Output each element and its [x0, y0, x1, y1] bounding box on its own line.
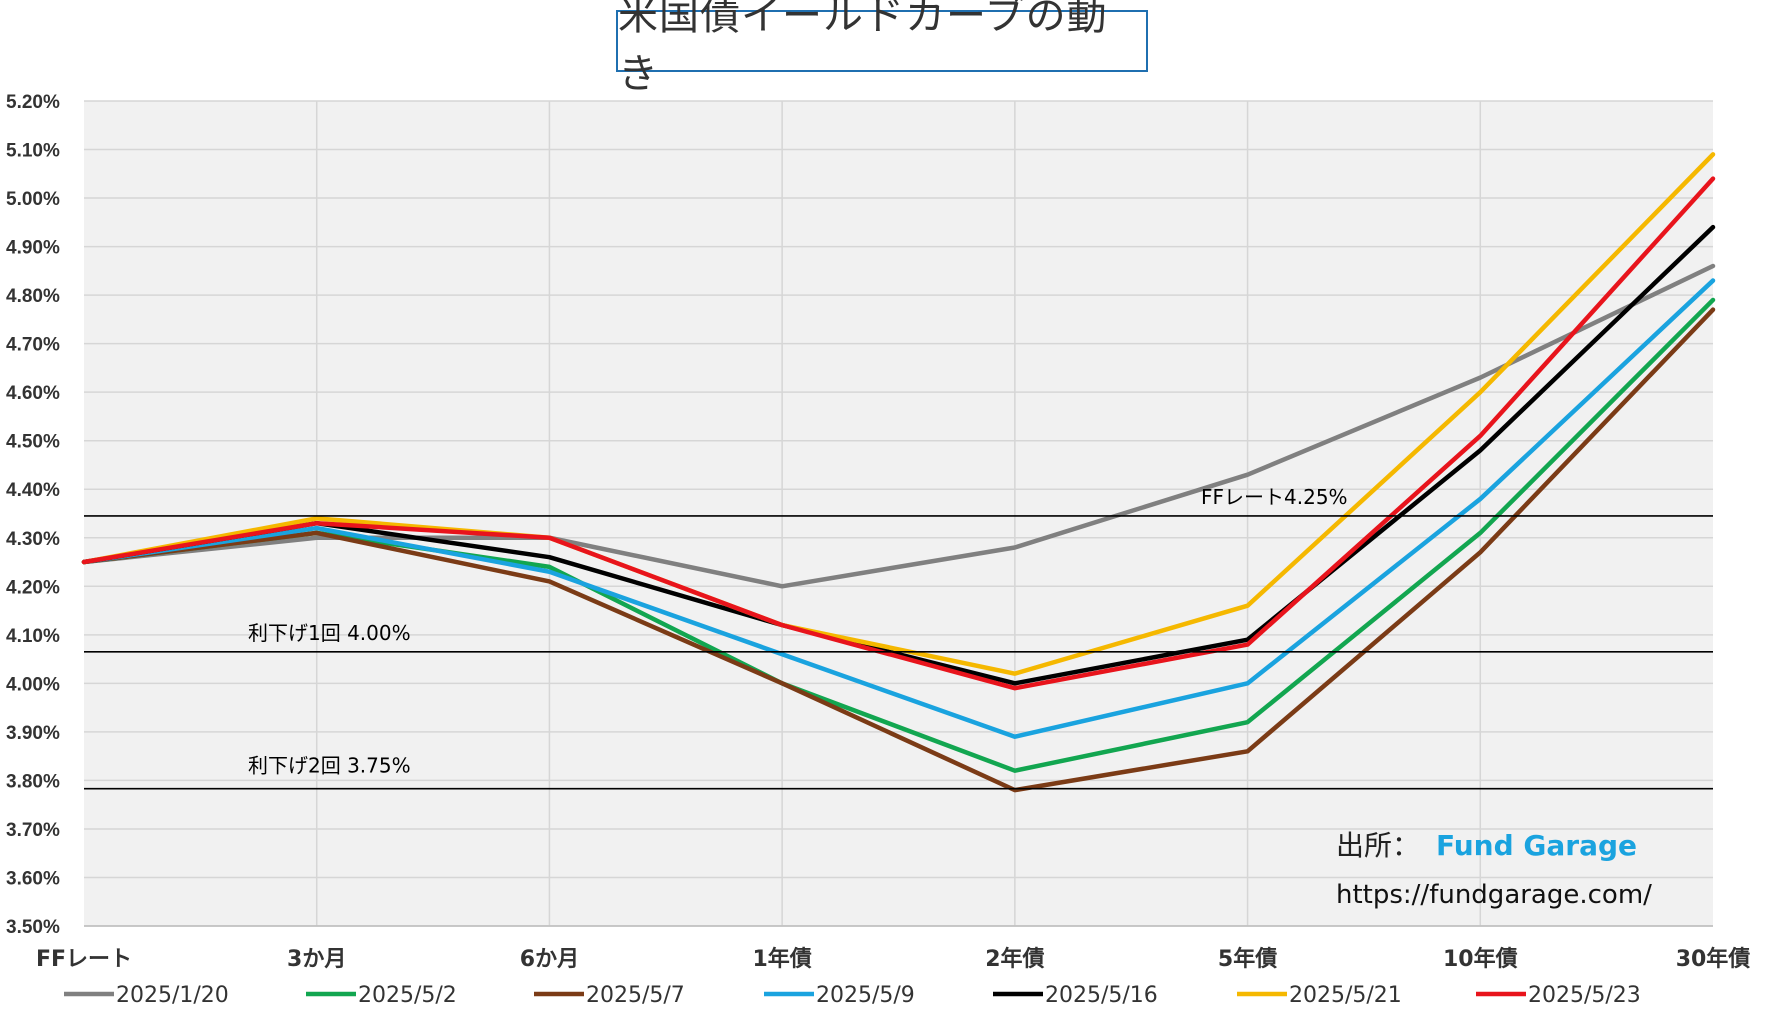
source-url: https://fundgarage.com/ — [1336, 880, 1652, 910]
series-lines — [81, 152, 1716, 793]
legend-label: 2025/5/16 — [1045, 983, 1158, 1008]
x-tick-label: FFレート — [36, 947, 132, 972]
series-line — [81, 297, 1716, 773]
reference-label: 利下げ1回 4.00% — [248, 621, 411, 645]
y-tick-label: 3.70% — [6, 820, 60, 841]
y-tick-label: 5.10% — [6, 141, 60, 162]
legend-label: 2025/5/9 — [816, 983, 915, 1008]
y-tick-label: 3.80% — [6, 771, 60, 792]
legend: 2025/1/20 2025/5/2 2025/5/7 2025/5/9 2025/5/… — [64, 983, 1641, 1008]
y-tick-label: 4.40% — [6, 480, 60, 501]
source-credit: 出所： Fund Garage https://fundgarage.com/ — [1336, 829, 1652, 910]
y-tick-label: 4.70% — [6, 335, 60, 356]
legend-label: 2025/5/7 — [586, 983, 685, 1008]
y-tick-label: 5.00% — [6, 189, 60, 210]
series-line — [81, 152, 1716, 676]
y-tick-label: 4.20% — [6, 577, 60, 598]
legend-label: 2025/5/2 — [358, 983, 457, 1008]
legend-label: 2025/5/23 — [1528, 983, 1641, 1008]
reference-lines: FFレート4.25% 利下げ1回 4.00% 利下げ2回 3.75% — [84, 485, 1713, 790]
horizontal-gridlines — [84, 100, 1713, 927]
x-tick-label: 6か月 — [520, 947, 579, 972]
y-tick-label: 4.60% — [6, 383, 60, 404]
y-tick-label: 4.30% — [6, 529, 60, 550]
y-tick-label: 4.50% — [6, 432, 60, 453]
x-tick-label: 5年債 — [1218, 946, 1277, 972]
y-tick-label: 3.90% — [6, 723, 60, 744]
series-line — [81, 224, 1716, 686]
reference-label: FFレート4.25% — [1201, 485, 1348, 509]
x-tick-label: 2年債 — [985, 946, 1044, 972]
y-axis-ticks: 3.50% 3.60% 3.70% 3.80% 3.90% 4.00% 4.10% 4.20%… — [6, 92, 60, 938]
x-tick-label: 30年債 — [1676, 946, 1751, 972]
y-tick-label: 3.60% — [6, 868, 60, 889]
plot-area — [84, 101, 1713, 926]
series-line — [81, 176, 1716, 691]
legend-label: 2025/1/20 — [116, 983, 229, 1008]
series-line — [81, 307, 1716, 793]
x-axis-ticks: FFレート 3か月 6か月 1年債 2年債 5年債 10年債 30年債 — [36, 946, 1750, 972]
y-tick-label: 4.80% — [6, 286, 60, 307]
reference-label: 利下げ2回 3.75% — [248, 754, 411, 778]
source-brand: Fund Garage — [1436, 829, 1637, 862]
x-tick-label: 3か月 — [287, 947, 346, 972]
x-tick-label: 10年債 — [1443, 946, 1518, 972]
source-prefix: 出所： — [1336, 829, 1420, 862]
legend-label: 2025/5/21 — [1289, 983, 1402, 1008]
y-tick-label: 4.10% — [6, 626, 60, 647]
y-tick-label: 4.90% — [6, 238, 60, 259]
y-tick-label: 5.20% — [6, 92, 60, 113]
series-line — [81, 278, 1716, 739]
y-tick-label: 3.50% — [6, 917, 60, 938]
chart-title: 米国債イールドカーブの動き — [616, 0, 1148, 97]
y-tick-label: 4.00% — [6, 674, 60, 695]
x-tick-label: 1年債 — [752, 946, 811, 972]
